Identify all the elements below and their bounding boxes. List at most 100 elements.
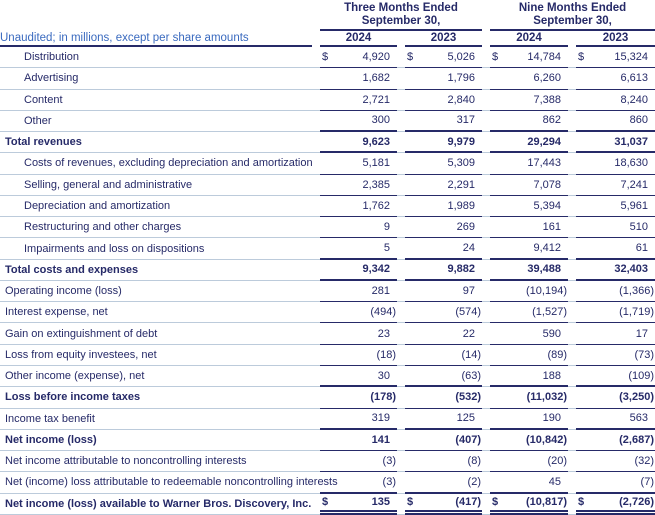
table-row: Net income attributable to noncontrollin… bbox=[0, 451, 655, 473]
column-gutter bbox=[482, 132, 490, 154]
cell-value: 5,026 bbox=[447, 51, 475, 64]
value-cell-9m-2023: (2,687) bbox=[568, 430, 655, 452]
column-gutter bbox=[312, 132, 320, 154]
cell-value: 22 bbox=[462, 327, 475, 340]
column-gutter bbox=[568, 430, 576, 452]
value-cell-9m-2023: 5,961 bbox=[568, 196, 655, 218]
value-cell-9m-2023: (7) bbox=[568, 472, 655, 494]
cell-value: 9,882 bbox=[447, 263, 475, 276]
column-gutter bbox=[312, 90, 320, 111]
cell-value: (18) bbox=[376, 348, 396, 361]
column-gutter bbox=[482, 47, 490, 69]
value-cell-9m-2023: 61 bbox=[568, 238, 655, 260]
table-row: Net income (loss) available to Warner Br… bbox=[0, 494, 655, 515]
row-label: Income tax benefit bbox=[0, 409, 312, 430]
column-gutter bbox=[568, 472, 576, 494]
cell-value: 6,613 bbox=[620, 72, 648, 85]
cell-value: 5 bbox=[383, 242, 390, 255]
year-header-3m-2024: 2024 bbox=[320, 31, 397, 47]
value-cell-3m-2023: (532) bbox=[397, 387, 482, 409]
value-cell-9m-2024: (89) bbox=[482, 345, 568, 366]
column-gutter bbox=[482, 153, 490, 175]
year-header-9m-2024: 2024 bbox=[490, 31, 568, 47]
value-cell-3m-2024: (3) bbox=[312, 472, 397, 494]
period-title-line2: September 30, bbox=[361, 15, 441, 27]
column-gutter bbox=[568, 302, 576, 324]
column-gutter bbox=[312, 451, 320, 473]
dollar-sign: $ bbox=[407, 51, 414, 64]
column-gutter bbox=[568, 153, 576, 175]
cell-value: (10,194) bbox=[526, 285, 567, 298]
cell-value: (3) bbox=[382, 455, 396, 468]
column-gutter bbox=[482, 90, 490, 111]
cell-value: (2) bbox=[467, 475, 481, 488]
cell-value: (14) bbox=[461, 348, 481, 361]
cell-value: (574) bbox=[455, 306, 481, 319]
column-gutter bbox=[482, 196, 490, 218]
column-gutter bbox=[312, 47, 320, 69]
cell-value: 2,721 bbox=[362, 93, 390, 106]
row-label: Net income (loss) available to Warner Br… bbox=[0, 494, 312, 515]
value-cell-9m-2023: 563 bbox=[568, 409, 655, 430]
cell-value: (1,719) bbox=[619, 306, 654, 319]
value-cell-3m-2023: (63) bbox=[397, 366, 482, 388]
value-cell-9m-2023: 32,403 bbox=[568, 260, 655, 281]
cell-value: 125 bbox=[456, 412, 475, 425]
table-row: Interest expense, net (494) (574) (1,527… bbox=[0, 302, 655, 324]
column-gutter bbox=[568, 196, 576, 218]
cell-value: 18,630 bbox=[614, 157, 648, 170]
value-cell-3m-2023: 97 bbox=[397, 281, 482, 303]
dollar-sign: $ bbox=[322, 51, 329, 64]
table-row: Restructuring and other charges 9 269 16… bbox=[0, 217, 655, 239]
value-cell-9m-2024: 6,260 bbox=[482, 68, 568, 90]
cell-value: (532) bbox=[455, 391, 481, 404]
column-gutter bbox=[482, 302, 490, 324]
column-gutter bbox=[568, 132, 576, 154]
cell-value: (407) bbox=[455, 433, 481, 446]
value-cell-3m-2024: (3) bbox=[312, 451, 397, 473]
value-cell-3m-2023: 2,291 bbox=[397, 175, 482, 196]
cell-value: 860 bbox=[629, 114, 648, 127]
value-cell-3m-2023: 317 bbox=[397, 111, 482, 133]
column-gutter bbox=[568, 366, 576, 388]
row-label: Other income (expense), net bbox=[0, 366, 312, 388]
value-cell-3m-2023: 9,882 bbox=[397, 260, 482, 281]
column-gutter bbox=[568, 409, 576, 430]
cell-value: (10,817) bbox=[526, 495, 567, 508]
value-cell-3m-2023: 269 bbox=[397, 217, 482, 239]
value-cell-9m-2023: (73) bbox=[568, 345, 655, 366]
value-cell-9m-2024: $ (10,817) bbox=[482, 494, 568, 515]
cell-value: (109) bbox=[628, 369, 654, 382]
value-cell-3m-2023: 24 bbox=[397, 238, 482, 260]
cell-value: 5,394 bbox=[533, 199, 561, 212]
value-cell-3m-2023: 2,840 bbox=[397, 90, 482, 111]
table-row: Income tax benefit 319 125 190 bbox=[0, 409, 655, 430]
cell-value: 9,623 bbox=[362, 135, 390, 148]
cell-value: 9 bbox=[383, 221, 390, 234]
column-gutter bbox=[312, 323, 320, 345]
column-gutter bbox=[397, 366, 405, 388]
cell-value: 1,762 bbox=[362, 199, 390, 212]
column-gutter bbox=[568, 111, 576, 133]
table-row: Depreciation and amortization 1,762 1,98… bbox=[0, 196, 655, 218]
column-gutter bbox=[312, 111, 320, 133]
table-row: Selling, general and administrative 2,38… bbox=[0, 175, 655, 196]
value-cell-3m-2024: 300 bbox=[312, 111, 397, 133]
row-label: Total revenues bbox=[0, 132, 312, 154]
value-cell-3m-2024: (178) bbox=[312, 387, 397, 409]
column-gutter bbox=[568, 47, 576, 69]
cell-value: 7,078 bbox=[533, 178, 561, 191]
column-gutter bbox=[397, 47, 405, 69]
column-gutter bbox=[568, 281, 576, 303]
row-label: Loss before income taxes bbox=[0, 387, 312, 409]
value-cell-9m-2023: 860 bbox=[568, 111, 655, 133]
dollar-sign: $ bbox=[322, 495, 329, 508]
value-cell-3m-2024: 1,682 bbox=[312, 68, 397, 90]
cell-value: 141 bbox=[371, 433, 390, 446]
column-gutter bbox=[482, 451, 490, 473]
value-cell-9m-2024: 17,443 bbox=[482, 153, 568, 175]
cell-value: 1,682 bbox=[362, 72, 390, 85]
row-label: Interest expense, net bbox=[0, 302, 312, 324]
cell-value: 135 bbox=[371, 495, 390, 508]
value-cell-3m-2024: 9,342 bbox=[312, 260, 397, 281]
